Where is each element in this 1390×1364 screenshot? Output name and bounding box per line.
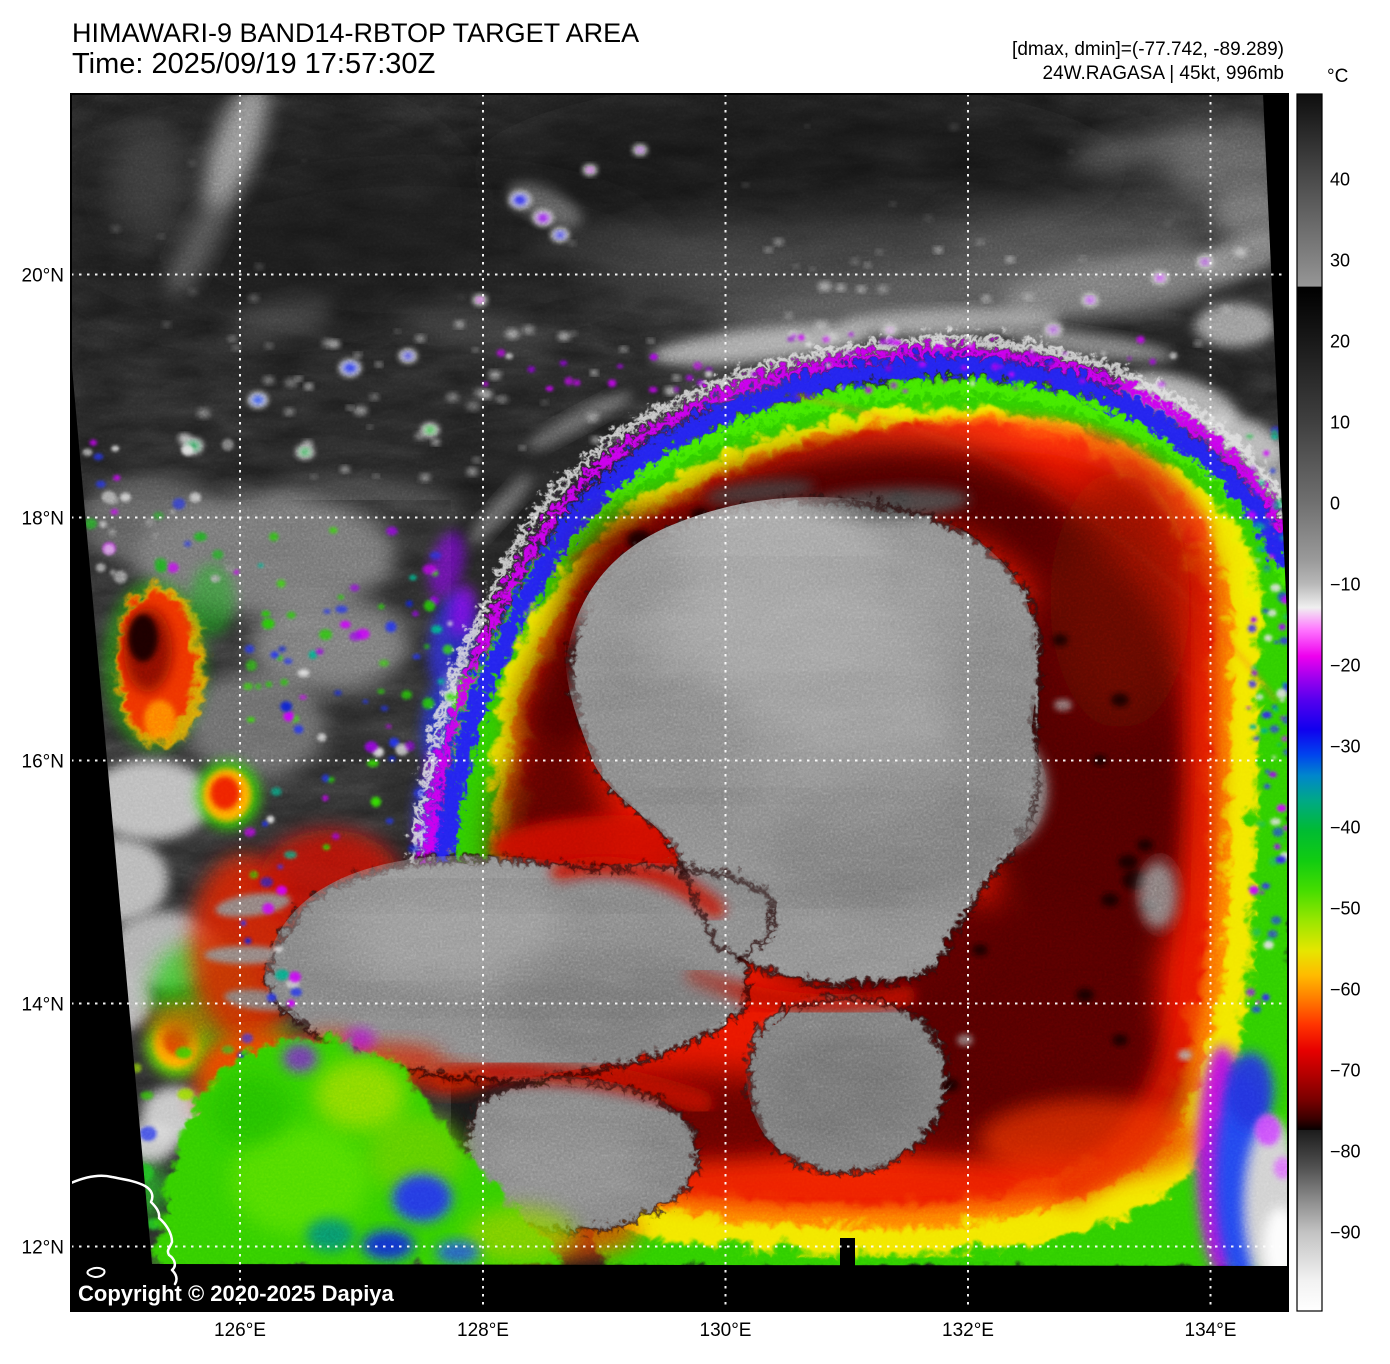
svg-text:16°N: 16°N — [22, 752, 64, 773]
svg-text:−70: −70 — [1330, 1061, 1361, 1081]
svg-text:−60: −60 — [1330, 980, 1361, 1000]
svg-text:−80: −80 — [1330, 1142, 1361, 1162]
svg-text:−30: −30 — [1330, 737, 1361, 757]
svg-text:−90: −90 — [1330, 1223, 1361, 1243]
svg-text:°C: °C — [1327, 66, 1348, 87]
svg-text:0: 0 — [1330, 494, 1340, 514]
svg-text:130°E: 130°E — [700, 1320, 752, 1341]
svg-text:−40: −40 — [1330, 818, 1361, 838]
svg-text:−50: −50 — [1330, 899, 1361, 919]
svg-text:40: 40 — [1330, 170, 1350, 190]
svg-text:126°E: 126°E — [214, 1320, 266, 1341]
svg-text:132°E: 132°E — [942, 1320, 994, 1341]
svg-text:20: 20 — [1330, 332, 1350, 352]
svg-text:18°N: 18°N — [22, 509, 64, 530]
svg-text:−20: −20 — [1330, 656, 1361, 676]
svg-text:10: 10 — [1330, 413, 1350, 433]
svg-text:30: 30 — [1330, 251, 1350, 271]
svg-text:−10: −10 — [1330, 575, 1361, 595]
svg-text:14°N: 14°N — [22, 995, 64, 1016]
svg-text:128°E: 128°E — [457, 1320, 509, 1341]
svg-text:134°E: 134°E — [1185, 1320, 1237, 1341]
svg-text:Copyright © 2020-2025 Dapiya: Copyright © 2020-2025 Dapiya — [78, 1281, 395, 1306]
svg-text:24W.RAGASA | 45kt, 996mb: 24W.RAGASA | 45kt, 996mb — [1043, 63, 1285, 84]
svg-text:[dmax, dmin]=(-77.742, -89.289: [dmax, dmin]=(-77.742, -89.289) — [1012, 39, 1284, 60]
svg-text:12°N: 12°N — [22, 1238, 64, 1259]
svg-text:Time: 2025/09/19 17:57:30Z: Time: 2025/09/19 17:57:30Z — [72, 48, 435, 80]
svg-text:20°N: 20°N — [22, 266, 64, 287]
svg-text:HIMAWARI-9 BAND14-RBTOP TARGET: HIMAWARI-9 BAND14-RBTOP TARGET AREA — [72, 18, 639, 48]
